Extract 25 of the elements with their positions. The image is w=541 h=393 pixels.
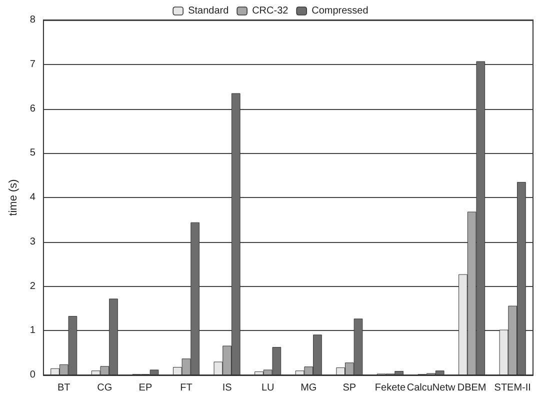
x-tick-label: EP bbox=[138, 382, 152, 393]
x-tick-label: FT bbox=[180, 382, 192, 393]
y-tick-label: 4 bbox=[30, 192, 36, 203]
y-tick-label: 7 bbox=[30, 58, 36, 70]
x-tick-label: LU bbox=[261, 382, 274, 393]
x-tick-label: SP bbox=[342, 382, 356, 393]
x-tick-label: MG bbox=[300, 382, 317, 393]
x-tick-label: Fekete bbox=[374, 382, 406, 393]
y-tick-label: 2 bbox=[30, 280, 36, 292]
y-tick-label: 0 bbox=[30, 370, 36, 380]
x-tick-label: BT bbox=[57, 382, 70, 393]
legend-label: Standard bbox=[188, 6, 229, 16]
legend-label: Compressed bbox=[312, 6, 368, 16]
y-tick-label: 3 bbox=[30, 236, 36, 248]
y-axis-title: time (s) bbox=[8, 179, 20, 216]
x-tick-label: IS bbox=[222, 382, 232, 393]
y-tick-label: 1 bbox=[30, 325, 36, 336]
y-tick-label: 8 bbox=[30, 14, 36, 26]
x-tick-label: STEM-II bbox=[494, 382, 531, 393]
y-tick-label: 6 bbox=[30, 103, 36, 114]
x-tick-label: DBEM bbox=[457, 382, 486, 393]
x-tick-label: CalcuNetw bbox=[406, 382, 456, 393]
y-tick-label: 5 bbox=[30, 148, 36, 159]
legend-label: CRC-32 bbox=[252, 6, 289, 16]
x-tick-label: CG bbox=[97, 382, 112, 393]
